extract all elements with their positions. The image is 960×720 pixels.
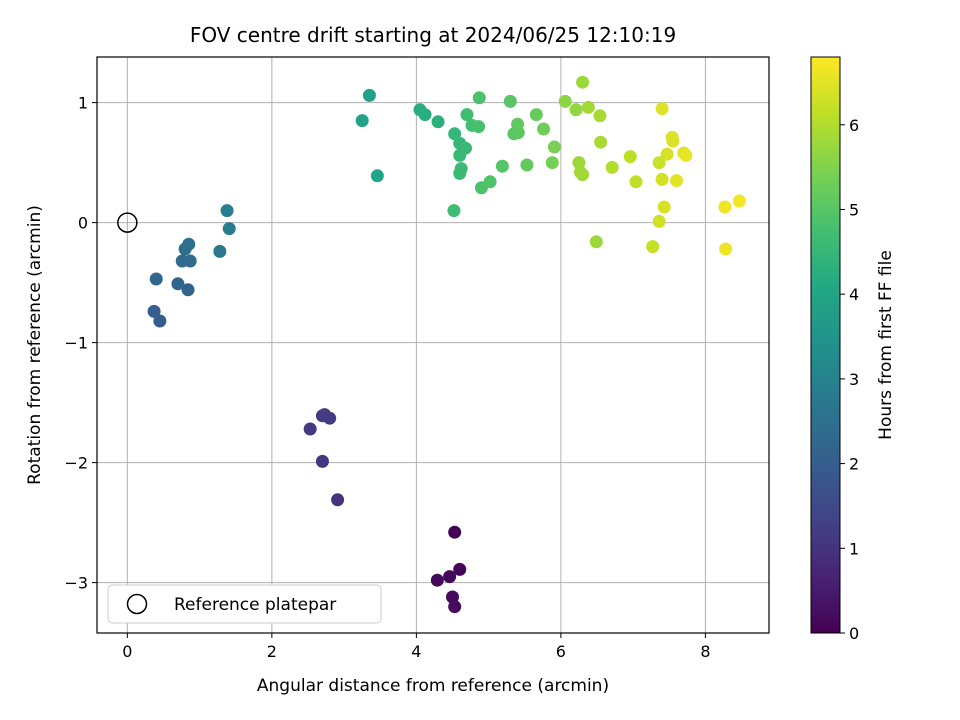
data-point (503, 94, 517, 108)
y-axis-label: Rotation from reference (arcmin) (25, 205, 45, 485)
data-point (182, 237, 196, 251)
data-point (652, 156, 666, 170)
data-point (646, 240, 660, 254)
data-point (666, 134, 680, 148)
colorbar-tick-label: 2 (849, 455, 859, 474)
data-point (370, 169, 384, 183)
data-point (448, 127, 462, 141)
data-point (181, 283, 195, 297)
y-tick-label: −3 (64, 574, 88, 593)
data-point (576, 168, 590, 182)
data-point (153, 314, 167, 328)
colorbar-tick-label: 3 (849, 370, 859, 389)
data-point (576, 75, 590, 89)
data-point (362, 88, 376, 102)
data-point (331, 493, 345, 507)
colorbar-tick-label: 5 (849, 200, 859, 219)
data-point (220, 204, 234, 218)
colorbar-gradient (810, 56, 841, 634)
data-point (453, 148, 467, 162)
data-point (149, 272, 163, 286)
data-point (581, 100, 595, 114)
data-point (655, 102, 669, 116)
legend-box (107, 584, 382, 624)
x-tick-label: 0 (122, 642, 132, 661)
chart-title: FOV centre drift starting at 2024/06/25 … (190, 23, 676, 47)
data-point (453, 166, 467, 180)
data-point (447, 204, 461, 218)
y-tick-label: −1 (64, 334, 88, 353)
data-point (511, 117, 525, 131)
data-point (443, 570, 457, 584)
data-point (593, 109, 607, 123)
data-point (547, 140, 561, 154)
x-axis-ticks: 0 2 4 6 8 (122, 633, 711, 661)
data-point (495, 159, 509, 173)
data-point (183, 254, 197, 268)
data-point (303, 422, 317, 436)
x-tick-label: 8 (700, 642, 710, 661)
data-point (545, 156, 559, 170)
data-point (213, 244, 227, 258)
colorbar-tick-label: 4 (849, 285, 859, 304)
data-point (679, 148, 693, 162)
data-point (718, 200, 732, 214)
y-tick-label: 1 (78, 94, 88, 113)
data-point (594, 135, 608, 149)
colorbar-tick-label: 0 (849, 624, 859, 643)
data-point (569, 103, 583, 117)
data-point (171, 277, 185, 291)
plot-frame (96, 56, 770, 634)
x-tick-label: 6 (556, 642, 566, 661)
data-point (318, 408, 332, 422)
data-point (355, 114, 369, 128)
data-point (472, 120, 486, 134)
data-point (670, 174, 684, 188)
legend-label: Reference platepar (174, 595, 336, 615)
data-point (605, 160, 619, 174)
colorbar-ticks: 0 1 2 3 4 5 6 (840, 116, 859, 643)
x-axis-label: Angular distance from reference (arcmin) (257, 676, 609, 696)
colorbar: 0 1 2 3 4 5 6 Hours from first FF file (810, 56, 896, 643)
data-point (430, 573, 444, 587)
legend: Reference platepar (107, 584, 382, 624)
data-point (660, 147, 674, 161)
data-point (629, 175, 643, 189)
colorbar-tick-label: 1 (849, 539, 859, 558)
data-point (460, 108, 474, 122)
x-tick-label: 2 (267, 642, 277, 661)
data-point (453, 562, 467, 576)
data-point (657, 200, 671, 214)
data-point (431, 115, 445, 129)
data-point (719, 242, 733, 256)
colorbar-label: Hours from first FF file (876, 250, 896, 440)
data-point (448, 600, 462, 614)
x-tick-label: 4 (411, 642, 421, 661)
data-point (623, 150, 637, 164)
data-point (448, 525, 462, 539)
data-point (572, 156, 586, 170)
legend-marker (126, 593, 148, 615)
data-point (147, 304, 161, 318)
data-point (537, 122, 551, 136)
data-points (147, 75, 746, 614)
data-point (589, 235, 603, 249)
data-point (732, 194, 746, 208)
data-point (315, 454, 329, 468)
y-axis-ticks: −3 −2 −1 0 1 (64, 94, 97, 593)
data-point (652, 214, 666, 228)
data-point (222, 222, 236, 236)
data-point (472, 91, 486, 105)
y-tick-label: −2 (64, 454, 88, 473)
colorbar-tick-label: 6 (849, 116, 859, 135)
data-point (418, 108, 432, 122)
y-tick-label: 0 (78, 214, 88, 233)
data-point (520, 158, 534, 172)
reference-point-marker (117, 212, 138, 233)
data-point (529, 108, 543, 122)
data-point (483, 175, 497, 189)
data-point (655, 172, 669, 186)
data-point (558, 94, 572, 108)
